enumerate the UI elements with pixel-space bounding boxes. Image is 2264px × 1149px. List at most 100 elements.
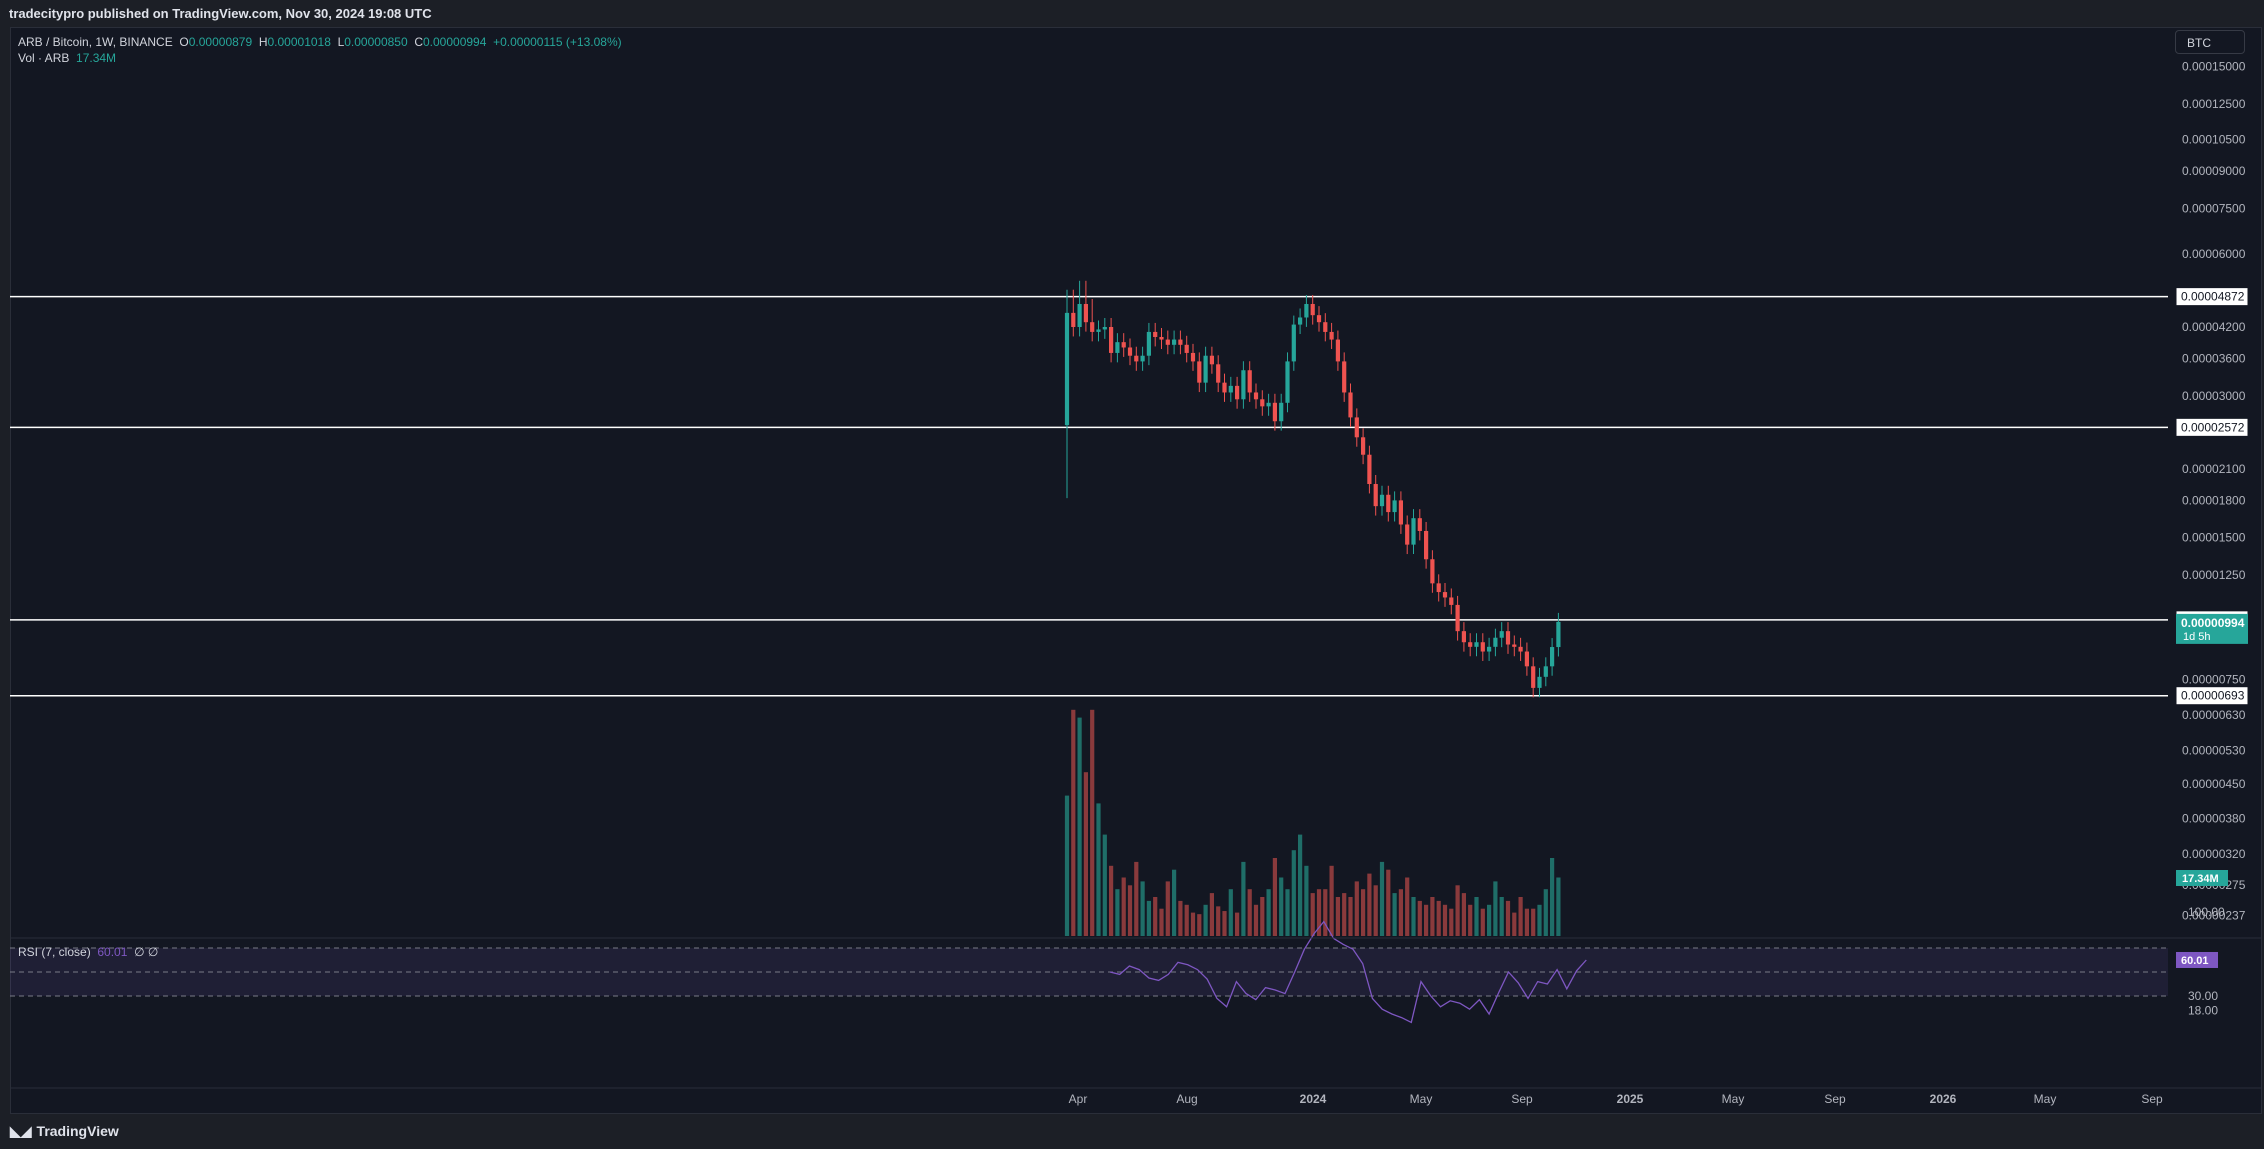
candle[interactable] xyxy=(1127,347,1133,356)
candle[interactable] xyxy=(1329,331,1334,340)
volume-bar[interactable] xyxy=(1298,834,1303,936)
volume-bar[interactable] xyxy=(1398,889,1403,936)
volume-bar[interactable] xyxy=(1304,865,1309,936)
volume-bar[interactable] xyxy=(1228,889,1233,936)
volume-bar[interactable] xyxy=(1266,889,1271,936)
candle[interactable] xyxy=(1518,646,1523,652)
candle[interactable] xyxy=(1342,361,1347,393)
volume-bar[interactable] xyxy=(1285,889,1290,936)
candle[interactable] xyxy=(1424,530,1429,560)
volume-bar[interactable] xyxy=(1216,906,1221,936)
volume-bar[interactable] xyxy=(1172,869,1177,936)
volume-bar[interactable] xyxy=(1159,908,1164,936)
volume-bar[interactable] xyxy=(1197,914,1202,936)
candle[interactable] xyxy=(1134,355,1139,362)
candle[interactable] xyxy=(1285,361,1290,403)
volume-bar[interactable] xyxy=(1455,885,1460,936)
volume-bar[interactable] xyxy=(1146,900,1151,936)
currency-button[interactable]: BTC xyxy=(2175,30,2245,54)
volume-bar[interactable] xyxy=(1550,858,1555,936)
volume-bar[interactable] xyxy=(1335,897,1340,936)
candle[interactable] xyxy=(1531,666,1536,688)
candle[interactable] xyxy=(1266,402,1271,407)
candle[interactable] xyxy=(1064,312,1070,426)
volume-bar[interactable] xyxy=(1436,900,1441,936)
volume-bar[interactable] xyxy=(1342,893,1347,936)
candle[interactable] xyxy=(1537,676,1542,688)
candle[interactable] xyxy=(1430,559,1435,584)
volume-bar[interactable] xyxy=(1090,709,1095,936)
volume-bar[interactable] xyxy=(1323,889,1328,936)
candle[interactable] xyxy=(1348,392,1353,418)
volume-bar[interactable] xyxy=(1310,893,1315,936)
volume-bar[interactable] xyxy=(1329,865,1334,936)
volume-bar[interactable] xyxy=(1077,717,1082,936)
volume-bar[interactable] xyxy=(1272,858,1277,936)
candle[interactable] xyxy=(1436,583,1441,593)
candle[interactable] xyxy=(1235,385,1240,400)
volume-bar[interactable] xyxy=(1461,893,1466,936)
volume-bar[interactable] xyxy=(1449,908,1454,936)
candle[interactable] xyxy=(1487,646,1492,652)
volume-bar[interactable] xyxy=(1190,912,1196,936)
candle[interactable] xyxy=(1379,494,1385,507)
volume-bar[interactable] xyxy=(1512,912,1517,936)
candle[interactable] xyxy=(1172,339,1177,345)
candle[interactable] xyxy=(1247,370,1252,393)
candle[interactable] xyxy=(1203,355,1208,383)
candle[interactable] xyxy=(1499,631,1504,638)
candle[interactable] xyxy=(1222,382,1227,393)
volume-bar[interactable] xyxy=(1417,900,1422,936)
candle[interactable] xyxy=(1524,651,1529,667)
candle[interactable] xyxy=(1392,500,1397,513)
volume-bar[interactable] xyxy=(1071,709,1076,936)
volume-bar[interactable] xyxy=(1134,861,1139,936)
volume-bar[interactable] xyxy=(1505,900,1511,936)
volume-bar[interactable] xyxy=(1411,897,1416,936)
candle[interactable] xyxy=(1550,647,1555,667)
candle[interactable] xyxy=(1209,355,1214,365)
candle[interactable] xyxy=(1228,385,1233,393)
volume-bar[interactable] xyxy=(1531,908,1536,936)
candle[interactable] xyxy=(1083,303,1088,323)
candle[interactable] xyxy=(1461,631,1466,643)
tradingview-logo[interactable]: ◣◢ TradingView xyxy=(10,1123,119,1140)
volume-bar[interactable] xyxy=(1537,904,1542,936)
candle[interactable] xyxy=(1417,518,1422,531)
volume-bar[interactable] xyxy=(1260,897,1265,936)
volume-bar[interactable] xyxy=(1379,861,1385,936)
volume-bar[interactable] xyxy=(1096,803,1101,936)
volume-label[interactable]: Vol · ARB xyxy=(18,51,70,65)
volume-bar[interactable] xyxy=(1373,885,1378,936)
volume-bar[interactable] xyxy=(1121,877,1126,937)
volume-bar[interactable] xyxy=(1543,889,1548,936)
candle[interactable] xyxy=(1449,597,1454,605)
volume-bar[interactable] xyxy=(1083,772,1088,936)
candle[interactable] xyxy=(1253,392,1259,400)
candle[interactable] xyxy=(1405,524,1410,545)
volume-bar[interactable] xyxy=(1222,911,1227,936)
candle[interactable] xyxy=(1241,370,1246,400)
volume-bar[interactable] xyxy=(1115,889,1120,936)
volume-bar[interactable] xyxy=(1556,877,1561,937)
candle[interactable] xyxy=(1291,324,1296,362)
volume-bar[interactable] xyxy=(1127,885,1133,936)
volume-bar[interactable] xyxy=(1241,861,1246,936)
candle[interactable] xyxy=(1279,402,1284,422)
candle[interactable] xyxy=(1184,344,1189,353)
candle[interactable] xyxy=(1140,355,1145,362)
volume-bar[interactable] xyxy=(1361,889,1366,936)
candle[interactable] xyxy=(1159,336,1164,340)
volume-bar[interactable] xyxy=(1499,897,1504,936)
volume-bar[interactable] xyxy=(1235,912,1240,936)
candle[interactable] xyxy=(1090,322,1095,332)
candle[interactable] xyxy=(1310,303,1315,316)
candle[interactable] xyxy=(1102,327,1107,330)
volume-bar[interactable] xyxy=(1102,834,1107,936)
volume-bar[interactable] xyxy=(1209,893,1214,936)
volume-bar[interactable] xyxy=(1474,897,1479,936)
candle[interactable] xyxy=(1109,327,1114,353)
volume-bar[interactable] xyxy=(1392,893,1397,936)
candle[interactable] xyxy=(1373,484,1378,507)
candle[interactable] xyxy=(1096,329,1101,332)
